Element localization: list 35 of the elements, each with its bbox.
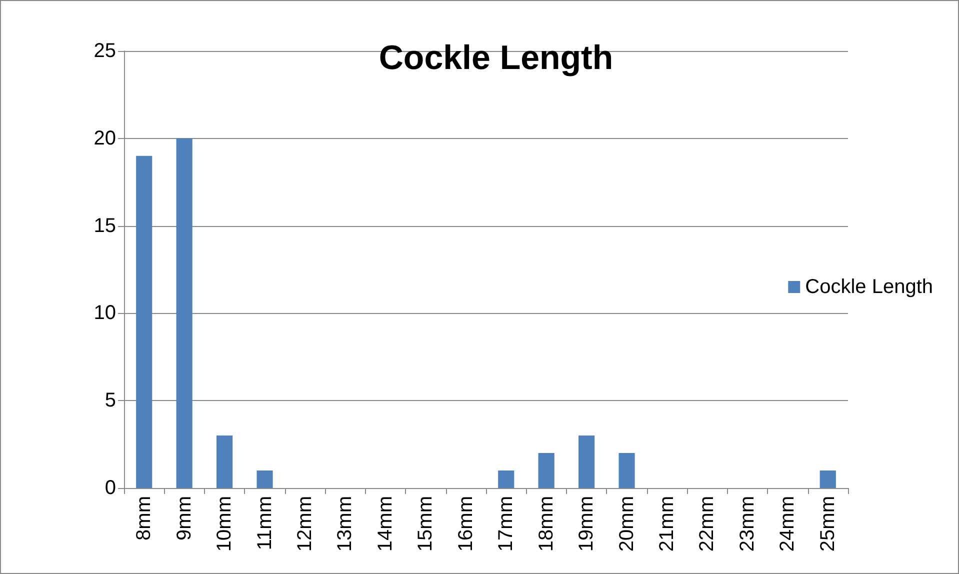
y-tick-label: 20: [94, 127, 116, 150]
y-tick-label: 15: [94, 214, 116, 237]
y-tick-label: 10: [94, 302, 116, 324]
x-tick-label: 12mm: [294, 496, 316, 552]
bar: [136, 156, 152, 488]
bar: [498, 470, 514, 488]
x-tick-label: 17mm: [495, 496, 518, 552]
y-tick-label: 25: [94, 40, 116, 62]
y-tick-label: 0: [104, 477, 116, 499]
x-tick-label: 20mm: [616, 496, 638, 552]
x-tick-label: 15mm: [414, 496, 437, 552]
bar: [216, 436, 233, 488]
x-tick-label: 13mm: [334, 496, 356, 552]
bar: [820, 470, 836, 488]
x-tick-label: 8mm: [133, 496, 156, 540]
x-tick-label: 19mm: [576, 496, 598, 552]
x-tick-label: 16mm: [454, 496, 477, 552]
x-tick-label: 23mm: [736, 496, 758, 552]
bar: [618, 453, 635, 488]
x-tick-label: 14mm: [374, 496, 396, 552]
y-tick-label: 5: [104, 390, 116, 412]
chart-title: Cockle Length: [378, 39, 614, 77]
x-tick-label: 11mm: [254, 496, 276, 550]
x-tick-label: 24mm: [776, 496, 799, 552]
x-tick-label: 25mm: [816, 496, 839, 552]
x-tick-label: 9mm: [173, 496, 196, 540]
x-tick-label: 21mm: [656, 496, 678, 552]
x-tick-label: 22mm: [696, 496, 718, 552]
bar: [578, 436, 595, 488]
x-tick-label: 10mm: [214, 496, 236, 552]
bar: [256, 470, 273, 488]
x-tick-label: 18mm: [535, 496, 558, 552]
legend-label: Cockle Length: [805, 276, 934, 298]
bar: [538, 453, 554, 488]
bar: [176, 138, 192, 488]
